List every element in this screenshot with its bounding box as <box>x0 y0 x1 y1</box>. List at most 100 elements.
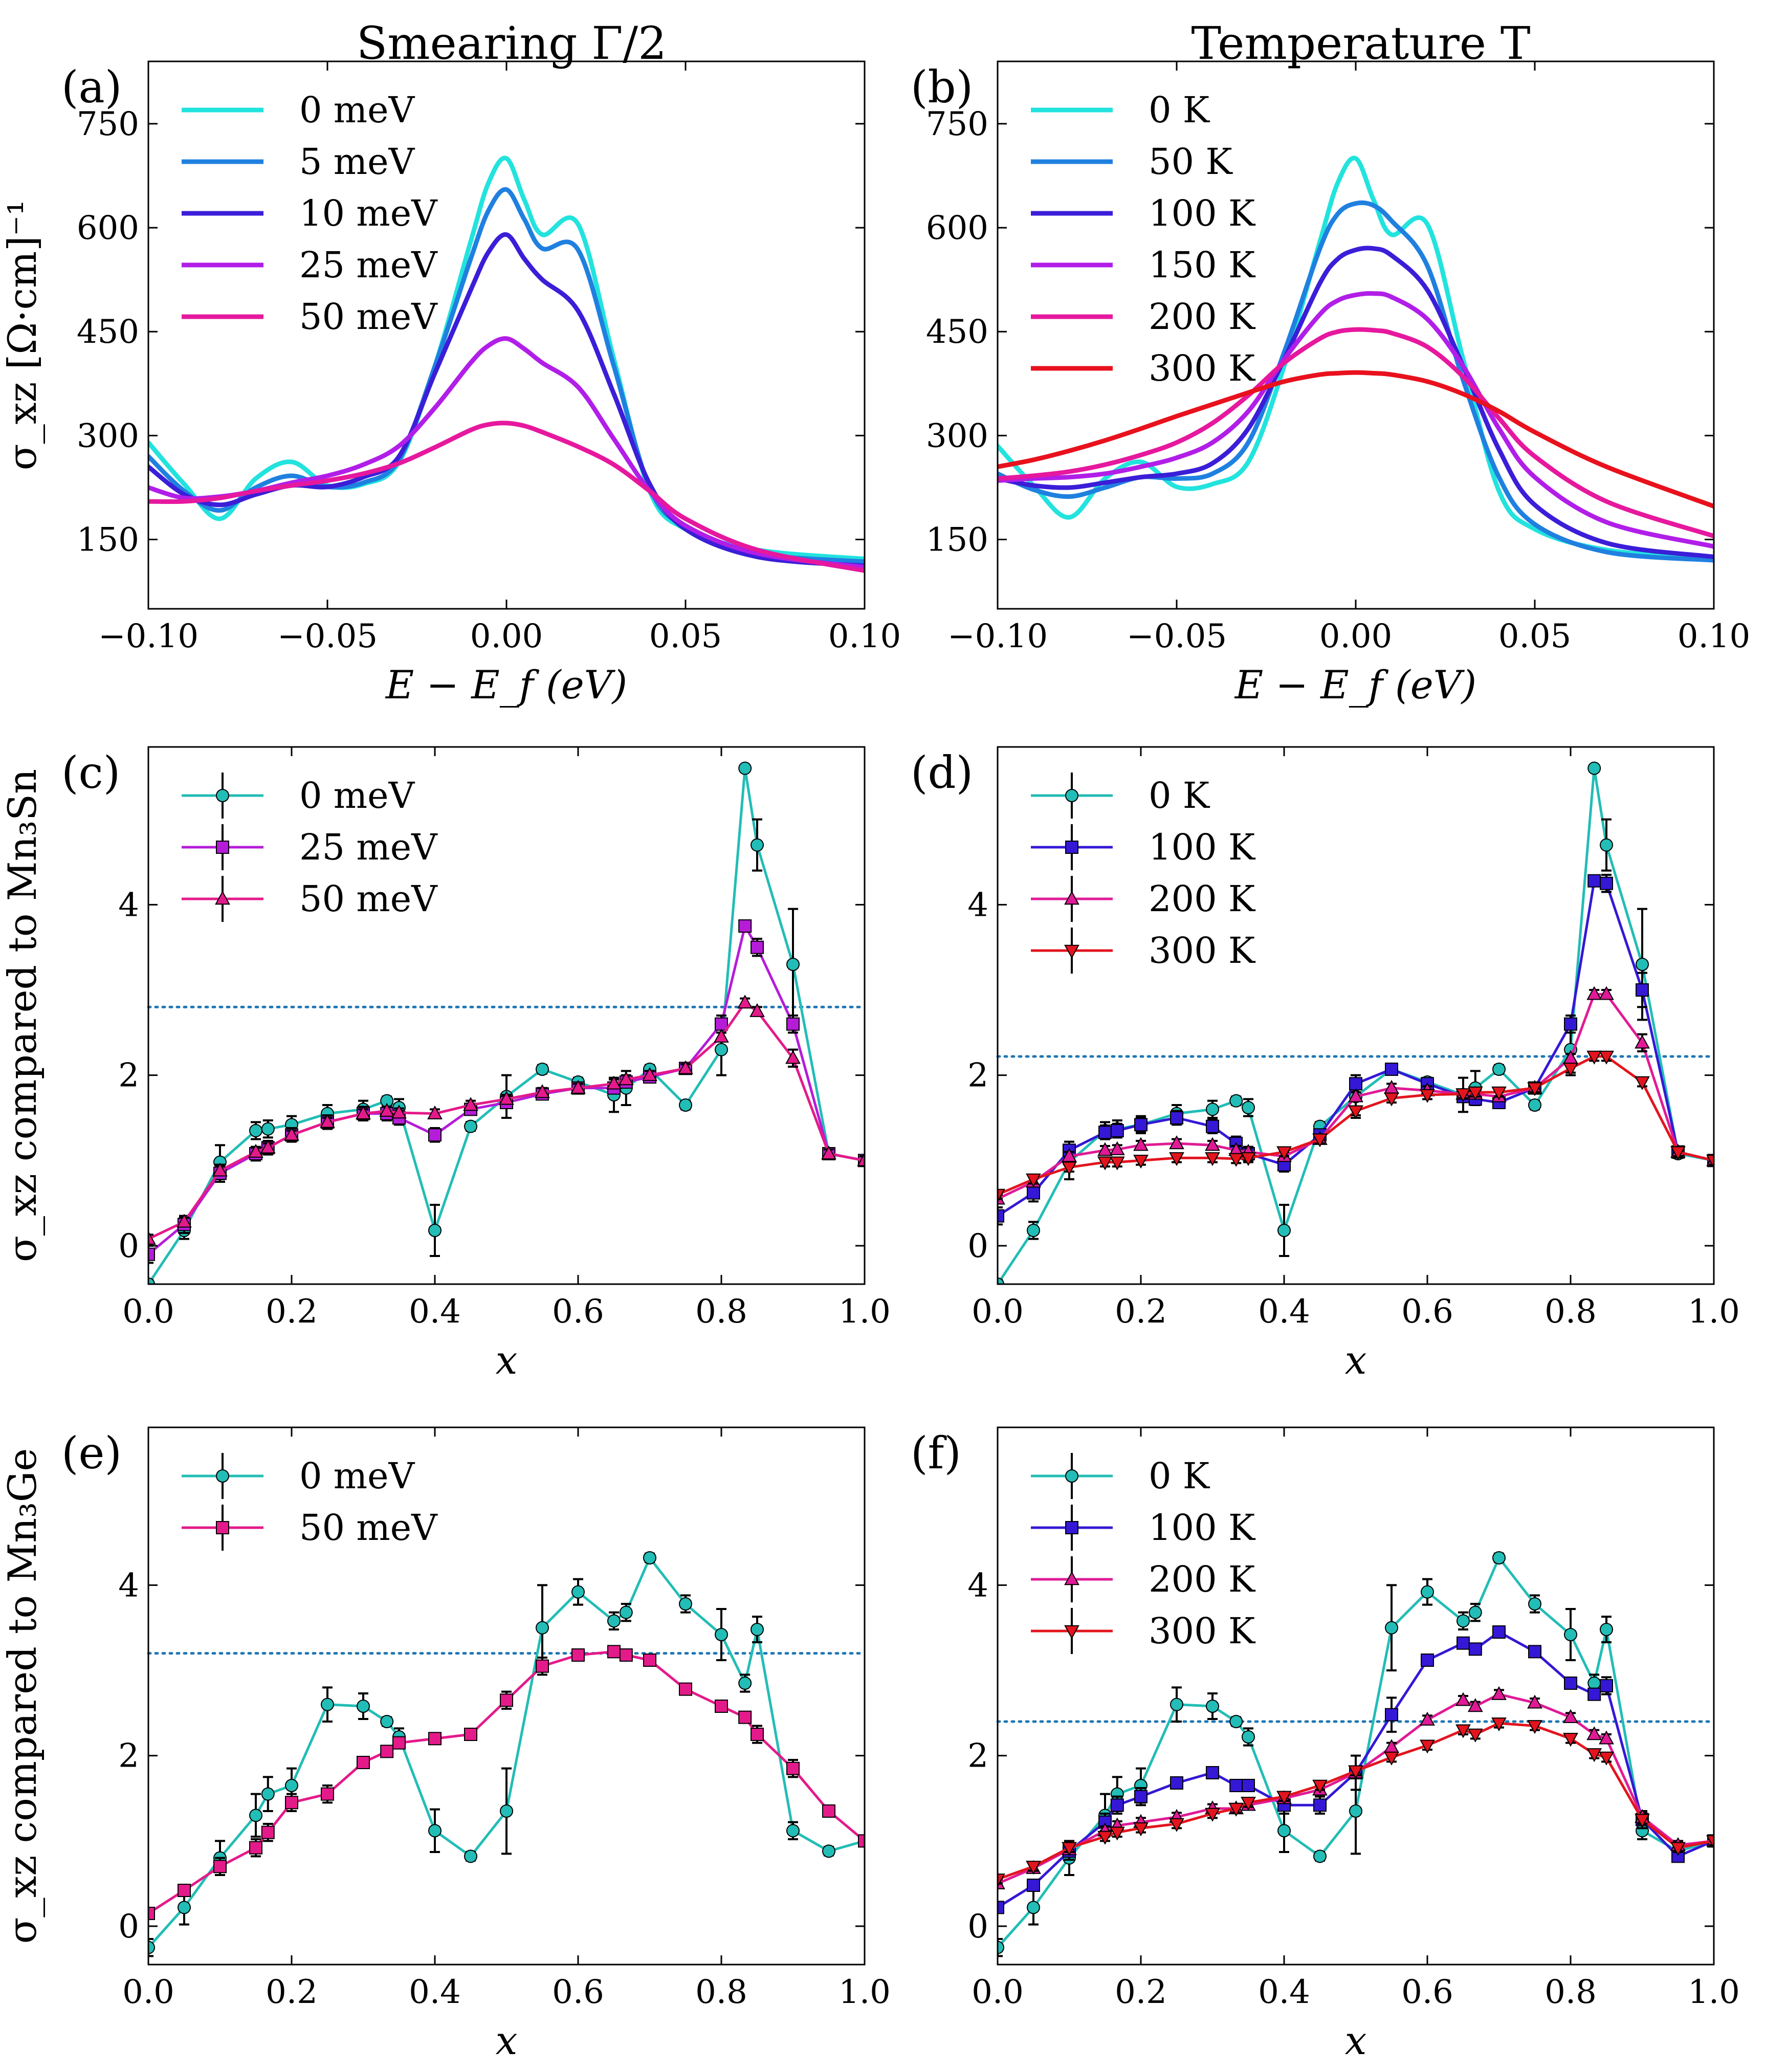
data-point <box>679 1597 692 1611</box>
legend-label: 0 K <box>1149 1455 1210 1497</box>
legend-marker <box>216 841 229 854</box>
data-point <box>357 1756 370 1769</box>
data-point <box>998 1188 1005 1203</box>
data-point <box>1205 1137 1220 1151</box>
data-point <box>1467 1086 1483 1100</box>
data-point <box>1635 1034 1650 1049</box>
y-tick-label: 0 <box>118 1227 139 1265</box>
data-point <box>1349 1804 1362 1818</box>
x-tick-label: 0.4 <box>1258 1973 1310 2011</box>
data-point <box>148 1941 155 1954</box>
data-point <box>998 1277 1004 1284</box>
data-point <box>1229 1715 1243 1728</box>
data-point <box>1600 1679 1613 1692</box>
data-point <box>1205 1152 1220 1166</box>
y-axis-label: σ_xz [Ω·cm]⁻¹ <box>0 200 45 471</box>
x-tick-label: 0.6 <box>552 1293 604 1331</box>
data-point <box>1109 1826 1125 1841</box>
plot-frame <box>147 1426 866 1966</box>
y-axis-label: σ_xz compared to Mn₃Sn <box>0 769 45 1262</box>
legend: 0 K 100 K 200 K 300 K <box>1031 1453 1256 1654</box>
data-point <box>249 1809 262 1822</box>
legend-marker <box>1065 1521 1078 1534</box>
data-point <box>1229 1094 1243 1108</box>
data-point <box>379 1103 395 1117</box>
data-point <box>571 1648 585 1662</box>
x-axis-label: x <box>496 2018 518 2063</box>
data-point <box>1492 1625 1506 1639</box>
legend-marker <box>1065 1469 1078 1483</box>
x-tick-label: 0.05 <box>649 618 722 655</box>
data-point <box>1600 876 1613 890</box>
data-point <box>715 1043 728 1056</box>
data-point <box>715 1628 728 1641</box>
x-axis-label: E − E_f (eV) <box>385 662 627 708</box>
data-point <box>1133 1822 1149 1837</box>
series-line <box>998 200 1714 563</box>
series-200-k <box>998 986 1714 1205</box>
data-point <box>1467 1728 1483 1743</box>
data-point <box>391 1105 407 1119</box>
data-point <box>1587 761 1601 775</box>
data-point <box>1170 1776 1183 1790</box>
data-point <box>785 1050 801 1064</box>
series-0-k <box>998 156 1714 561</box>
data-point <box>1169 1152 1184 1166</box>
data-point <box>571 1585 585 1599</box>
data-point <box>1563 1063 1578 1077</box>
data-point <box>1420 1739 1435 1754</box>
data-point <box>1348 1105 1363 1119</box>
data-point <box>607 1614 621 1628</box>
data-point <box>285 1796 298 1810</box>
data-point <box>1420 1711 1435 1726</box>
x-tick-label: 0.8 <box>695 1293 747 1331</box>
data-point <box>261 1825 275 1839</box>
legend-label: 150 K <box>1149 244 1256 286</box>
data-point <box>178 1884 191 1897</box>
data-point <box>1228 1153 1244 1167</box>
data-point <box>148 1907 155 1920</box>
legend-label: 50 meV <box>299 296 438 338</box>
series-50-mev <box>148 1645 865 1920</box>
plot-area <box>148 761 865 1284</box>
data-point <box>1564 1628 1577 1641</box>
data-point <box>751 1623 764 1636</box>
data-point <box>1563 1733 1578 1747</box>
series-line <box>148 336 865 570</box>
data-point <box>1110 1798 1124 1812</box>
data-point <box>1313 1849 1327 1863</box>
data-point <box>678 1060 693 1074</box>
data-point <box>1098 1126 1112 1139</box>
legend: 0 meV 25 meV 50 meV <box>182 773 438 922</box>
data-point <box>284 1127 299 1141</box>
data-point <box>1348 1088 1363 1103</box>
data-point <box>786 1824 800 1838</box>
data-point <box>536 1621 549 1635</box>
legend-label: 200 K <box>1149 1558 1256 1600</box>
data-point <box>738 919 752 933</box>
data-point <box>1527 1720 1542 1734</box>
legend-marker <box>1064 1625 1079 1639</box>
data-point <box>535 1084 550 1098</box>
data-point <box>1133 1137 1149 1151</box>
data-point <box>1169 1135 1184 1150</box>
series-line <box>998 370 1714 509</box>
y-tick-label: 0 <box>967 1227 988 1265</box>
legend-label: 50 meV <box>299 1507 438 1549</box>
data-point <box>786 958 800 971</box>
data-point <box>618 1071 634 1086</box>
x-tick-label: 0.4 <box>1258 1293 1310 1331</box>
data-point <box>260 1139 276 1154</box>
legend-label: 200 K <box>1149 878 1256 920</box>
legend-label: 0 meV <box>299 89 415 131</box>
x-tick-label: 0.2 <box>1115 1973 1167 2011</box>
y-tick-label: 600 <box>77 209 139 247</box>
x-tick-label: 1.0 <box>1688 1293 1740 1331</box>
data-point <box>500 1693 513 1707</box>
data-point <box>1134 1118 1148 1132</box>
series-100-k <box>998 874 1714 1226</box>
series-line <box>998 246 1714 559</box>
data-point <box>1457 1614 1470 1628</box>
plot-area <box>998 156 1714 563</box>
x-tick-label: −0.05 <box>1127 618 1227 655</box>
